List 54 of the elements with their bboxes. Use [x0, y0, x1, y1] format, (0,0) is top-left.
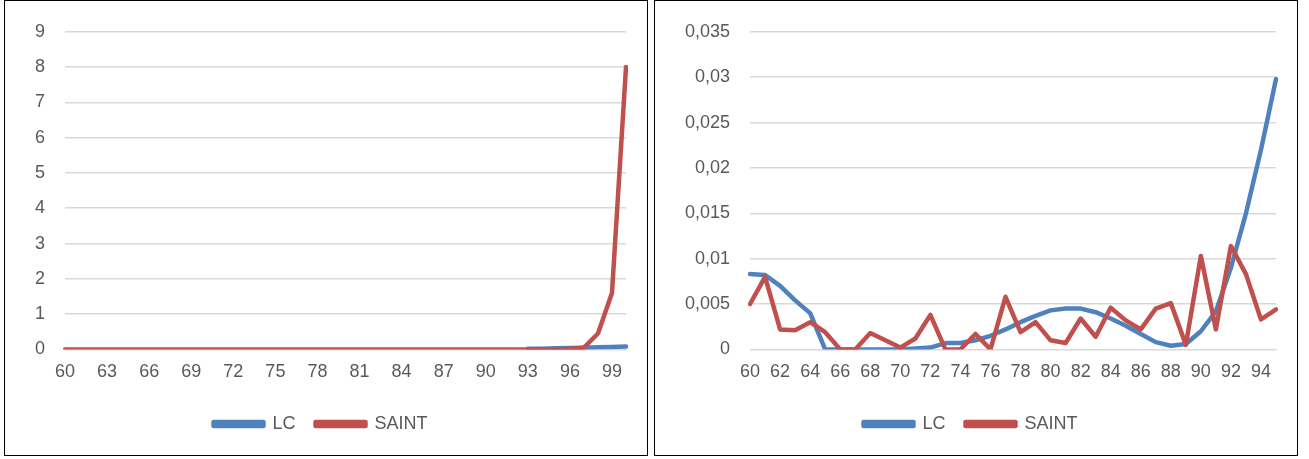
y-tick-label: 0	[35, 338, 46, 359]
x-tick-label: 96	[559, 361, 580, 382]
y-tick-label: 0,015	[685, 202, 731, 223]
x-tick-label: 87	[433, 361, 454, 382]
x-tick-label: 81	[349, 361, 370, 382]
x-tick-label: 60	[740, 361, 761, 382]
x-tick-label: 64	[800, 361, 821, 382]
x-tick-label: 90	[1190, 361, 1211, 382]
x-tick-label: 69	[181, 361, 202, 382]
x-tick-label: 82	[1070, 361, 1091, 382]
x-tick-label: 88	[1160, 361, 1181, 382]
x-tick-label: 72	[920, 361, 941, 382]
x-tick-label: 75	[265, 361, 286, 382]
x-tick-label: 66	[830, 361, 851, 382]
legend-label: LC	[922, 412, 946, 433]
y-tick-label: 3	[35, 232, 46, 253]
y-tick-label: 4	[35, 197, 46, 218]
x-tick-label: 68	[860, 361, 881, 382]
x-tick-label: 66	[139, 361, 160, 382]
y-tick-label: 0,01	[695, 247, 731, 268]
y-tick-label: 0,025	[685, 111, 731, 132]
y-tick-label: 6	[35, 126, 46, 147]
x-tick-label: 84	[391, 361, 412, 382]
legend-label: SAINT	[1024, 412, 1078, 433]
x-tick-label: 60	[55, 361, 76, 382]
x-tick-label: 80	[1040, 361, 1061, 382]
x-tick-label: 86	[1130, 361, 1151, 382]
y-tick-label: 2	[35, 267, 46, 288]
y-tick-label: 0,02	[695, 156, 731, 177]
x-tick-label: 94	[1250, 361, 1271, 382]
y-tick-label: 1	[35, 303, 46, 324]
y-tick-label: 0,03	[695, 66, 731, 87]
y-tick-label: 0,005	[685, 293, 731, 313]
x-tick-label: 92	[1220, 361, 1241, 382]
x-tick-label: 99	[601, 361, 622, 382]
x-tick-label: 74	[950, 361, 971, 382]
x-tick-label: 62	[770, 361, 791, 382]
x-tick-label: 72	[223, 361, 244, 382]
x-tick-label: 63	[97, 361, 118, 382]
legend-label: SAINT	[374, 412, 428, 433]
x-tick-label: 70	[890, 361, 911, 382]
x-tick-label: 84	[1100, 361, 1121, 382]
x-tick-label: 90	[475, 361, 496, 382]
legend-label: LC	[272, 412, 296, 433]
x-tick-label: 93	[517, 361, 538, 382]
y-tick-label: 9	[35, 20, 46, 41]
y-tick-label: 8	[35, 56, 46, 77]
y-tick-label: 7	[35, 91, 46, 112]
x-tick-label: 76	[980, 361, 1001, 382]
x-tick-label: 78	[1010, 361, 1031, 382]
y-tick-label: 0	[720, 338, 731, 359]
y-tick-label: 0,035	[685, 20, 731, 41]
y-tick-label: 5	[35, 161, 46, 182]
x-tick-label: 78	[307, 361, 328, 382]
